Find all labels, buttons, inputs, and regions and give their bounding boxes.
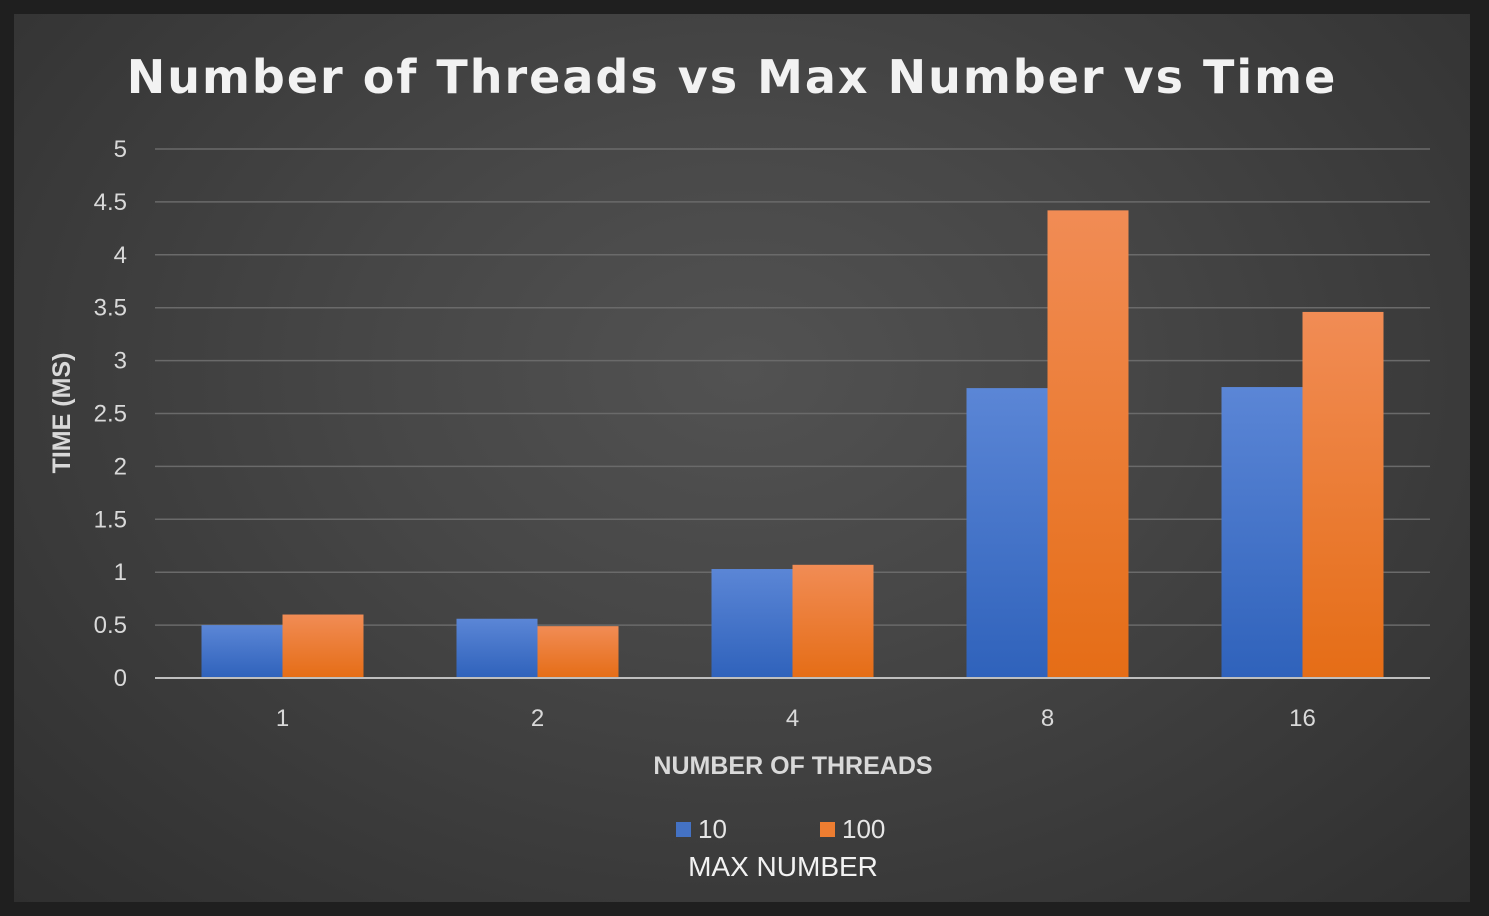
x-tick-label: 2	[531, 705, 544, 732]
y-tick-label: 0.5	[94, 612, 127, 639]
bar-100-4	[792, 564, 874, 678]
legend-title: MAX NUMBER	[688, 851, 878, 882]
bar-10-16	[1221, 387, 1303, 678]
bar-10-2	[456, 618, 538, 678]
legend: 10 100 MAX NUMBER	[676, 814, 885, 882]
x-tick-label: 4	[786, 705, 799, 732]
y-axis-title: TIME (MS)	[48, 353, 76, 474]
legend-label-10: 10	[698, 814, 727, 844]
bar-100-2	[537, 626, 619, 678]
y-axis-ticks: 0 0.5 1 1.5 2 2.5 3 3.5 4 4.5 5	[94, 136, 127, 692]
bar-10-4	[711, 569, 793, 678]
gridlines	[155, 148, 1430, 626]
legend-swatch-100	[820, 822, 835, 837]
legend-label-100: 100	[842, 814, 885, 844]
x-tick-label: 1	[276, 705, 289, 732]
y-tick-label: 2	[114, 453, 127, 480]
y-tick-label: 3	[114, 348, 127, 375]
bar-10-8	[966, 388, 1048, 678]
chart-title: Number of Threads vs Max Number vs Time	[127, 50, 1338, 104]
y-tick-label: 3.5	[94, 295, 127, 322]
x-axis-title: NUMBER OF THREADS	[653, 752, 932, 780]
y-tick-label: 1	[114, 559, 127, 586]
y-tick-label: 2.5	[94, 401, 127, 428]
y-tick-label: 1.5	[94, 506, 127, 533]
bar-10-1	[201, 625, 283, 678]
x-axis-ticks: 1 2 4 8 16	[276, 705, 1316, 732]
y-tick-label: 4	[114, 242, 127, 269]
y-tick-label: 4.5	[94, 189, 127, 216]
bar-100-1	[282, 614, 364, 678]
legend-swatch-10	[676, 822, 691, 837]
x-tick-label: 16	[1289, 705, 1316, 732]
bars	[201, 210, 1384, 678]
y-tick-label: 0	[114, 665, 127, 692]
y-tick-label: 5	[114, 136, 127, 163]
bar-100-8	[1047, 210, 1129, 678]
bar-100-16	[1302, 311, 1384, 678]
x-tick-label: 8	[1041, 705, 1054, 732]
